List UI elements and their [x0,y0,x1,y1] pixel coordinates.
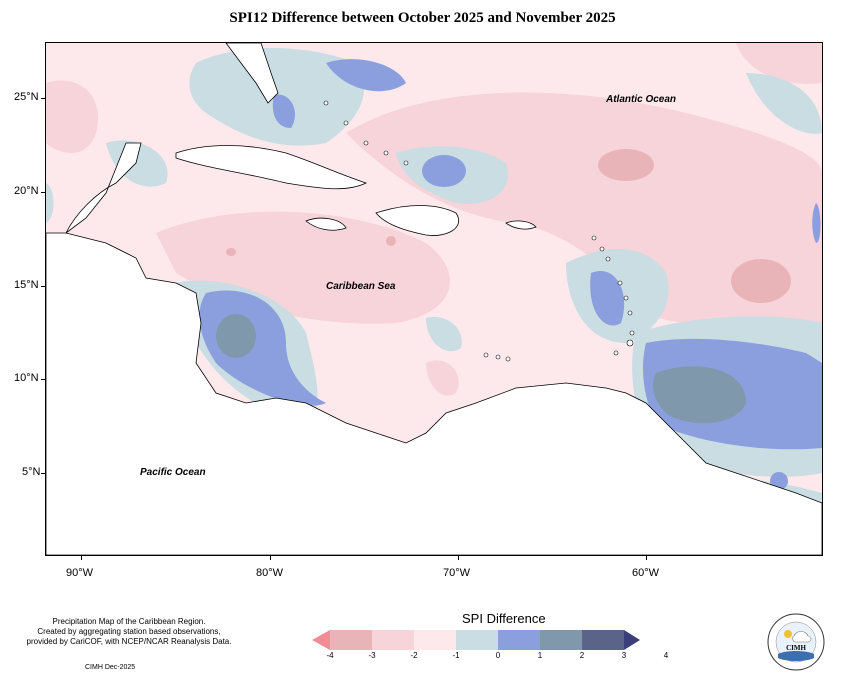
legend-swatch [330,630,372,650]
y-tick-label: 20°N [14,185,39,197]
north-west-dry-region [46,80,98,153]
x-tick-label: 60°W [632,567,660,579]
y-tick-label: 10°N [14,372,39,384]
water-icon [778,651,814,661]
east-edge-wet-core [812,203,821,243]
x-tick-mark [81,555,82,560]
antilles-wet-core [590,271,625,326]
jamaica-island [305,217,347,231]
logo-text: CIMH [786,644,806,652]
spi-map [46,43,822,555]
y-tick-mark [41,192,45,193]
cuba-island [175,145,368,190]
legend-swatch [498,630,540,650]
y-tick-label: 5°N [22,466,41,478]
legend-label: 0 [495,651,501,660]
legend-cells [330,630,624,650]
legend-label: 4 [663,651,669,660]
description-line: provided by CariCOF, with NCEP/NCAR Rean… [26,637,232,646]
atlantic-ocean-label: Atlantic Ocean [606,94,677,105]
strong-dry-spot [731,259,791,303]
strong-dry-spot [226,248,236,256]
x-tick-mark [270,555,271,560]
x-tick-mark [646,555,647,560]
legend-label: 1 [537,651,543,660]
puerto-rico-island [505,220,537,230]
y-tick-label: 15°N [14,279,39,291]
description-line: Created by aggregating station based obs… [37,627,221,636]
lesser-antilles-islands [323,100,635,362]
guyana-strong-wet [653,366,746,424]
y-tick-mark [41,379,45,380]
legend-title: SPI Difference [462,611,546,626]
legend-swatch [582,630,624,650]
map-title: SPI12 Difference between October 2025 an… [229,10,616,26]
legend-label: -3 [368,651,376,660]
x-tick-label: 70°W [443,567,471,579]
x-tick-mark [458,555,459,560]
y-tick-mark [41,98,45,99]
venezuela-coast-dry [426,360,459,396]
florida-peninsula [225,43,279,104]
hispaniola-wet-core [422,155,466,187]
map-description: Precipitation Map of the Caribbean Regio… [14,617,244,647]
legend-label: 2 [579,651,585,660]
cimh-logo: CIMH [767,613,825,671]
sun-icon [784,630,792,638]
hispaniola-island [375,205,459,236]
west-edge-wet-region [46,183,54,223]
x-tick-label: 90°W [66,567,94,579]
color-legend [312,630,640,650]
cloud-icon [792,631,812,643]
legend-swatch [456,630,498,650]
map-panel: Atlantic Ocean Caribbean Sea Pacific Oce… [45,42,823,556]
legend-arrow-left [312,630,330,650]
y-tick-label: 25°N [14,91,39,103]
legend-label: -1 [452,651,460,660]
caribbean-sea-label: Caribbean Sea [326,281,396,292]
east-atlantic-wet-region [746,73,822,134]
description-line: Precipitation Map of the Caribbean Regio… [52,617,206,626]
legend-swatch [372,630,414,650]
bahamas-wet-core [326,59,406,92]
legend-label: 3 [621,651,627,660]
east-dry-region [646,293,822,343]
legend-label: -2 [410,651,418,660]
abc-islands-wet-region [426,317,462,352]
credit-text: CIMH Dec-2025 [85,664,136,671]
y-tick-mark [41,473,45,474]
y-tick-mark [41,286,45,287]
strong-dry-spot [598,149,654,181]
legend-label: -4 [326,651,334,660]
yucatan-wet-region [106,140,168,187]
yucatan-peninsula [65,142,142,234]
nicaragua-strong-wet [216,314,256,358]
legend-arrow-right [624,630,640,650]
legend-swatch [414,630,456,650]
mainland-landmass [46,232,822,555]
legend-swatch [540,630,582,650]
x-tick-label: 80°W [256,567,284,579]
pacific-ocean-label: Pacific Ocean [140,467,206,478]
north-east-dry-region [736,43,822,84]
florida-wet-core [272,94,295,128]
strong-dry-spot [386,236,396,246]
